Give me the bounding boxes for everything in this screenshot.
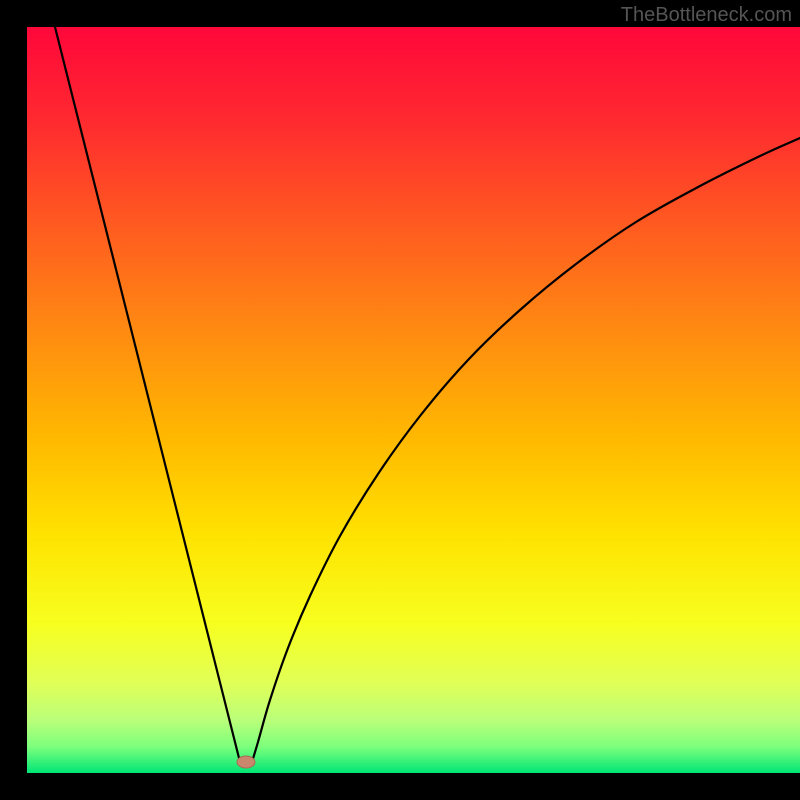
chart-svg (0, 0, 800, 800)
watermark-text: TheBottleneck.com (621, 4, 792, 27)
plot-area (27, 27, 800, 773)
optimal-point-marker (237, 756, 255, 768)
bottleneck-chart: TheBottleneck.com (0, 0, 800, 800)
